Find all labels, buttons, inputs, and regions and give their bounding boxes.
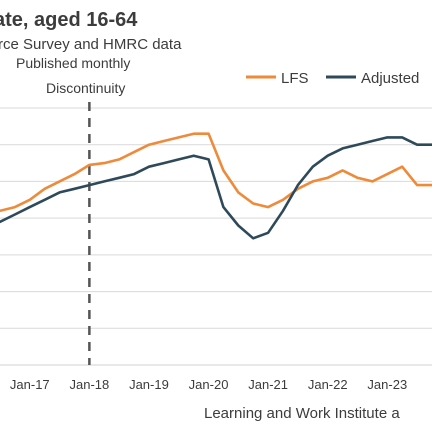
x-tick-label: Jan-20 [189,377,229,392]
x-tick-label: Jan-17 [10,377,50,392]
x-axis-ticks: Jan-17 Jan-18 Jan-19 Jan-20 Jan-21 Jan-22 Jan-… [10,377,407,392]
chart-subtitle: rce Survey and HMRC data [0,36,182,53]
legend-label-adjusted: Adjusted [361,70,419,87]
legend: LFS Adjusted [246,70,419,87]
x-tick-label: Jan-22 [308,377,348,392]
discontinuity-label: Discontinuity [46,80,125,96]
series-line-adjusted [0,136,432,240]
chart-frequency-note: Published monthly [16,55,130,71]
legend-label-lfs: LFS [281,70,309,87]
x-tick-label: Jan-19 [129,377,169,392]
x-tick-label: Jan-18 [70,377,110,392]
series-line-lfs [0,132,432,213]
x-tick-label: Jan-21 [248,377,288,392]
gridlines [0,107,432,366]
source-note: Learning and Work Institute a [204,405,400,422]
chart-title: ate, aged 16-64 [0,9,138,31]
series-group [0,132,432,240]
x-tick-label: Jan-23 [367,377,407,392]
